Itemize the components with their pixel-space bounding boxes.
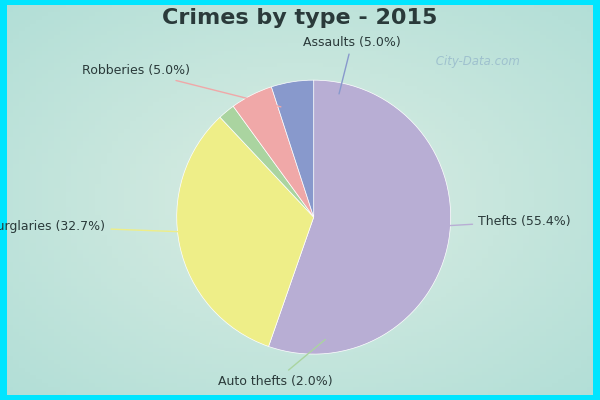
Wedge shape [220,106,314,217]
Wedge shape [177,117,314,346]
Text: Thefts (55.4%): Thefts (55.4%) [410,215,571,228]
Text: Auto thefts (2.0%): Auto thefts (2.0%) [218,340,332,388]
Wedge shape [271,80,314,217]
Text: Assaults (5.0%): Assaults (5.0%) [303,36,401,94]
Text: Robberies (5.0%): Robberies (5.0%) [82,64,281,107]
Wedge shape [233,87,314,217]
Text: Burglaries (32.7%): Burglaries (32.7%) [0,220,226,234]
Text: Crimes by type - 2015: Crimes by type - 2015 [163,8,437,28]
Wedge shape [269,80,451,354]
Text: City-Data.com: City-Data.com [432,56,520,68]
